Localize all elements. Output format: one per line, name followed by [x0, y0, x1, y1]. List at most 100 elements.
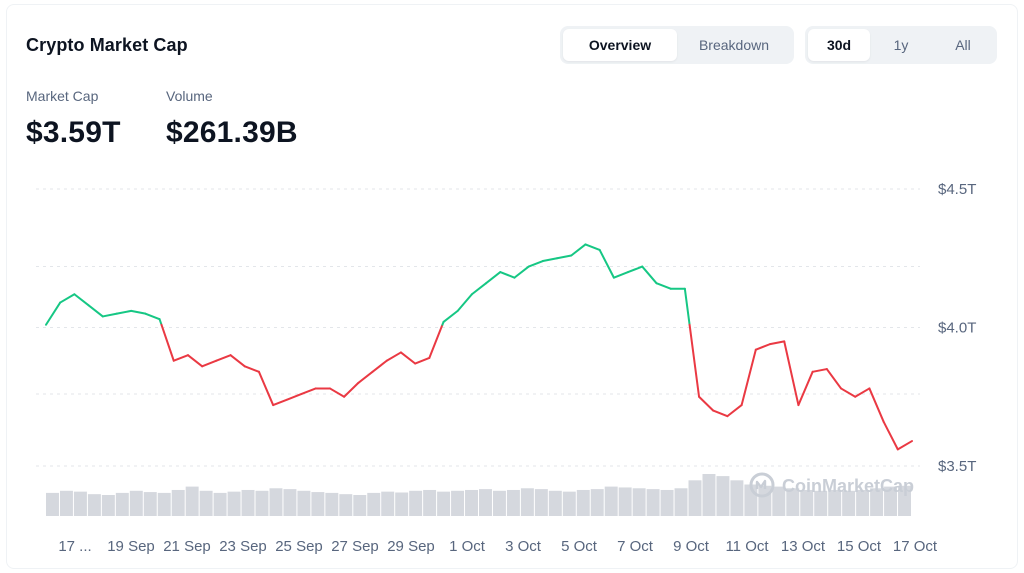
- volume-bar: [492, 490, 506, 516]
- x-tick-label: 21 Sep: [163, 538, 211, 555]
- volume-bar: [730, 480, 744, 516]
- volume-bar: [339, 494, 353, 516]
- price-line-segment: [896, 440, 913, 451]
- price-line-segment: [712, 409, 729, 418]
- volume-bar: [451, 490, 465, 516]
- price-line-segment: [130, 309, 147, 315]
- x-tick-label: 5 Oct: [561, 538, 598, 555]
- volume-bar: [465, 489, 478, 516]
- volume-bar: [143, 492, 157, 516]
- volume-bar: [898, 485, 911, 516]
- price-line-segment: [328, 387, 346, 398]
- price-line-segment: [442, 309, 459, 323]
- volume-bar: [800, 489, 814, 516]
- price-line-segment: [740, 348, 757, 407]
- price-line-segment: [811, 368, 828, 373]
- volume-bar: [660, 489, 674, 516]
- volume-bar: [101, 495, 115, 516]
- volume-bar: [59, 490, 73, 516]
- watermark: CoinMarketCap: [749, 472, 914, 498]
- volume-bar: [590, 489, 604, 516]
- volume-bar: [884, 486, 898, 516]
- price-line-segment: [825, 368, 843, 390]
- volume-bar: [73, 491, 87, 516]
- price-line-segment: [456, 293, 473, 312]
- volume-bar: [842, 490, 856, 516]
- volume-bar: [157, 492, 171, 516]
- market-cap-label: Market Cap: [26, 88, 99, 104]
- price-line-segment: [769, 340, 786, 346]
- price-line-segment: [115, 309, 133, 315]
- price-line-segment: [243, 365, 260, 373]
- volume-bar: [520, 488, 534, 516]
- volume-bar: [758, 485, 772, 516]
- market-cap-card: [6, 4, 1018, 569]
- volume-bar: [688, 480, 702, 516]
- x-tick-label: 27 Sep: [331, 538, 379, 555]
- market-cap-value: $3.59T: [26, 116, 121, 149]
- volume-bar: [506, 489, 520, 516]
- x-tick-label: 25 Sep: [275, 538, 323, 555]
- x-tick-label: 17 Oct: [893, 538, 938, 555]
- volume-bar: [311, 492, 325, 516]
- price-line-segment: [570, 243, 587, 257]
- volume-bar: [870, 488, 884, 516]
- tab-overview[interactable]: Overview: [563, 29, 677, 61]
- price-line-segment: [357, 370, 374, 384]
- volume-bar: [772, 486, 786, 516]
- range-toggle: 30d 1y All: [805, 26, 997, 64]
- price-line-segment: [485, 271, 502, 285]
- volume-bar: [269, 488, 283, 516]
- price-line-segment: [641, 265, 658, 285]
- price-line-segment: [286, 392, 303, 401]
- volume-bar: [87, 494, 101, 516]
- range-all-button[interactable]: All: [955, 37, 971, 53]
- volume-bar: [409, 490, 423, 516]
- x-tick-label: 3 Oct: [505, 538, 542, 555]
- x-tick-label: 9 Oct: [673, 538, 710, 555]
- volume-bar: [856, 489, 870, 516]
- volume-stat: Volume $261.39B: [166, 88, 298, 150]
- data-points: [45, 244, 913, 450]
- volume-bars: [46, 474, 911, 516]
- volume-bar: [255, 490, 269, 516]
- x-tick-label: 19 Sep: [107, 538, 155, 555]
- volume-bar: [562, 491, 576, 516]
- price-line-segment: [612, 271, 630, 279]
- volume-bar: [227, 491, 241, 516]
- price-line-segment: [513, 265, 530, 279]
- x-tick-label: 1 Oct: [449, 538, 486, 555]
- volume-bar: [548, 490, 562, 516]
- x-tick-label: 7 Oct: [617, 538, 654, 555]
- price-line-segment: [854, 387, 871, 398]
- volume-bar: [674, 488, 688, 516]
- tab-breakdown[interactable]: Breakdown: [698, 37, 770, 53]
- price-line-segment: [87, 304, 104, 318]
- price-line-segment: [186, 354, 204, 368]
- volume-bar: [325, 492, 339, 516]
- chart-grid: [36, 188, 920, 467]
- volume-bar: [395, 492, 409, 516]
- volume-bar: [716, 476, 730, 516]
- price-line-segment: [343, 381, 360, 398]
- price-line-segment: [257, 370, 275, 407]
- volume-value: $261.39B: [166, 116, 298, 149]
- range-30d-button[interactable]: 30d: [808, 29, 870, 61]
- price-line-segment: [698, 395, 715, 412]
- price-line-segment: [428, 323, 444, 359]
- market-cap-stat: Market Cap $3.59T: [26, 88, 121, 150]
- y-tick-label: $4.0T: [938, 320, 976, 337]
- volume-bar: [479, 489, 492, 516]
- x-tick-label: 23 Sep: [219, 538, 267, 555]
- price-line-segment: [399, 351, 417, 365]
- price-line-segment: [882, 420, 899, 451]
- range-1y-button[interactable]: 1y: [893, 37, 909, 53]
- price-line-segment: [598, 248, 615, 279]
- volume-label: Volume: [166, 88, 213, 104]
- price-line-segment: [499, 271, 516, 279]
- volume-bar: [199, 490, 213, 516]
- price-line-segment: [584, 243, 601, 251]
- market-cap-chart[interactable]: CoinMarketCap $3.5T $4.0T $4.5T 17 ... 19 S…: [0, 160, 1024, 570]
- x-axis: 17 ... 19 Sep 21 Sep 23 Sep 25 Sep 27 Sep 29 S…: [58, 538, 938, 555]
- price-line-segment: [201, 359, 218, 368]
